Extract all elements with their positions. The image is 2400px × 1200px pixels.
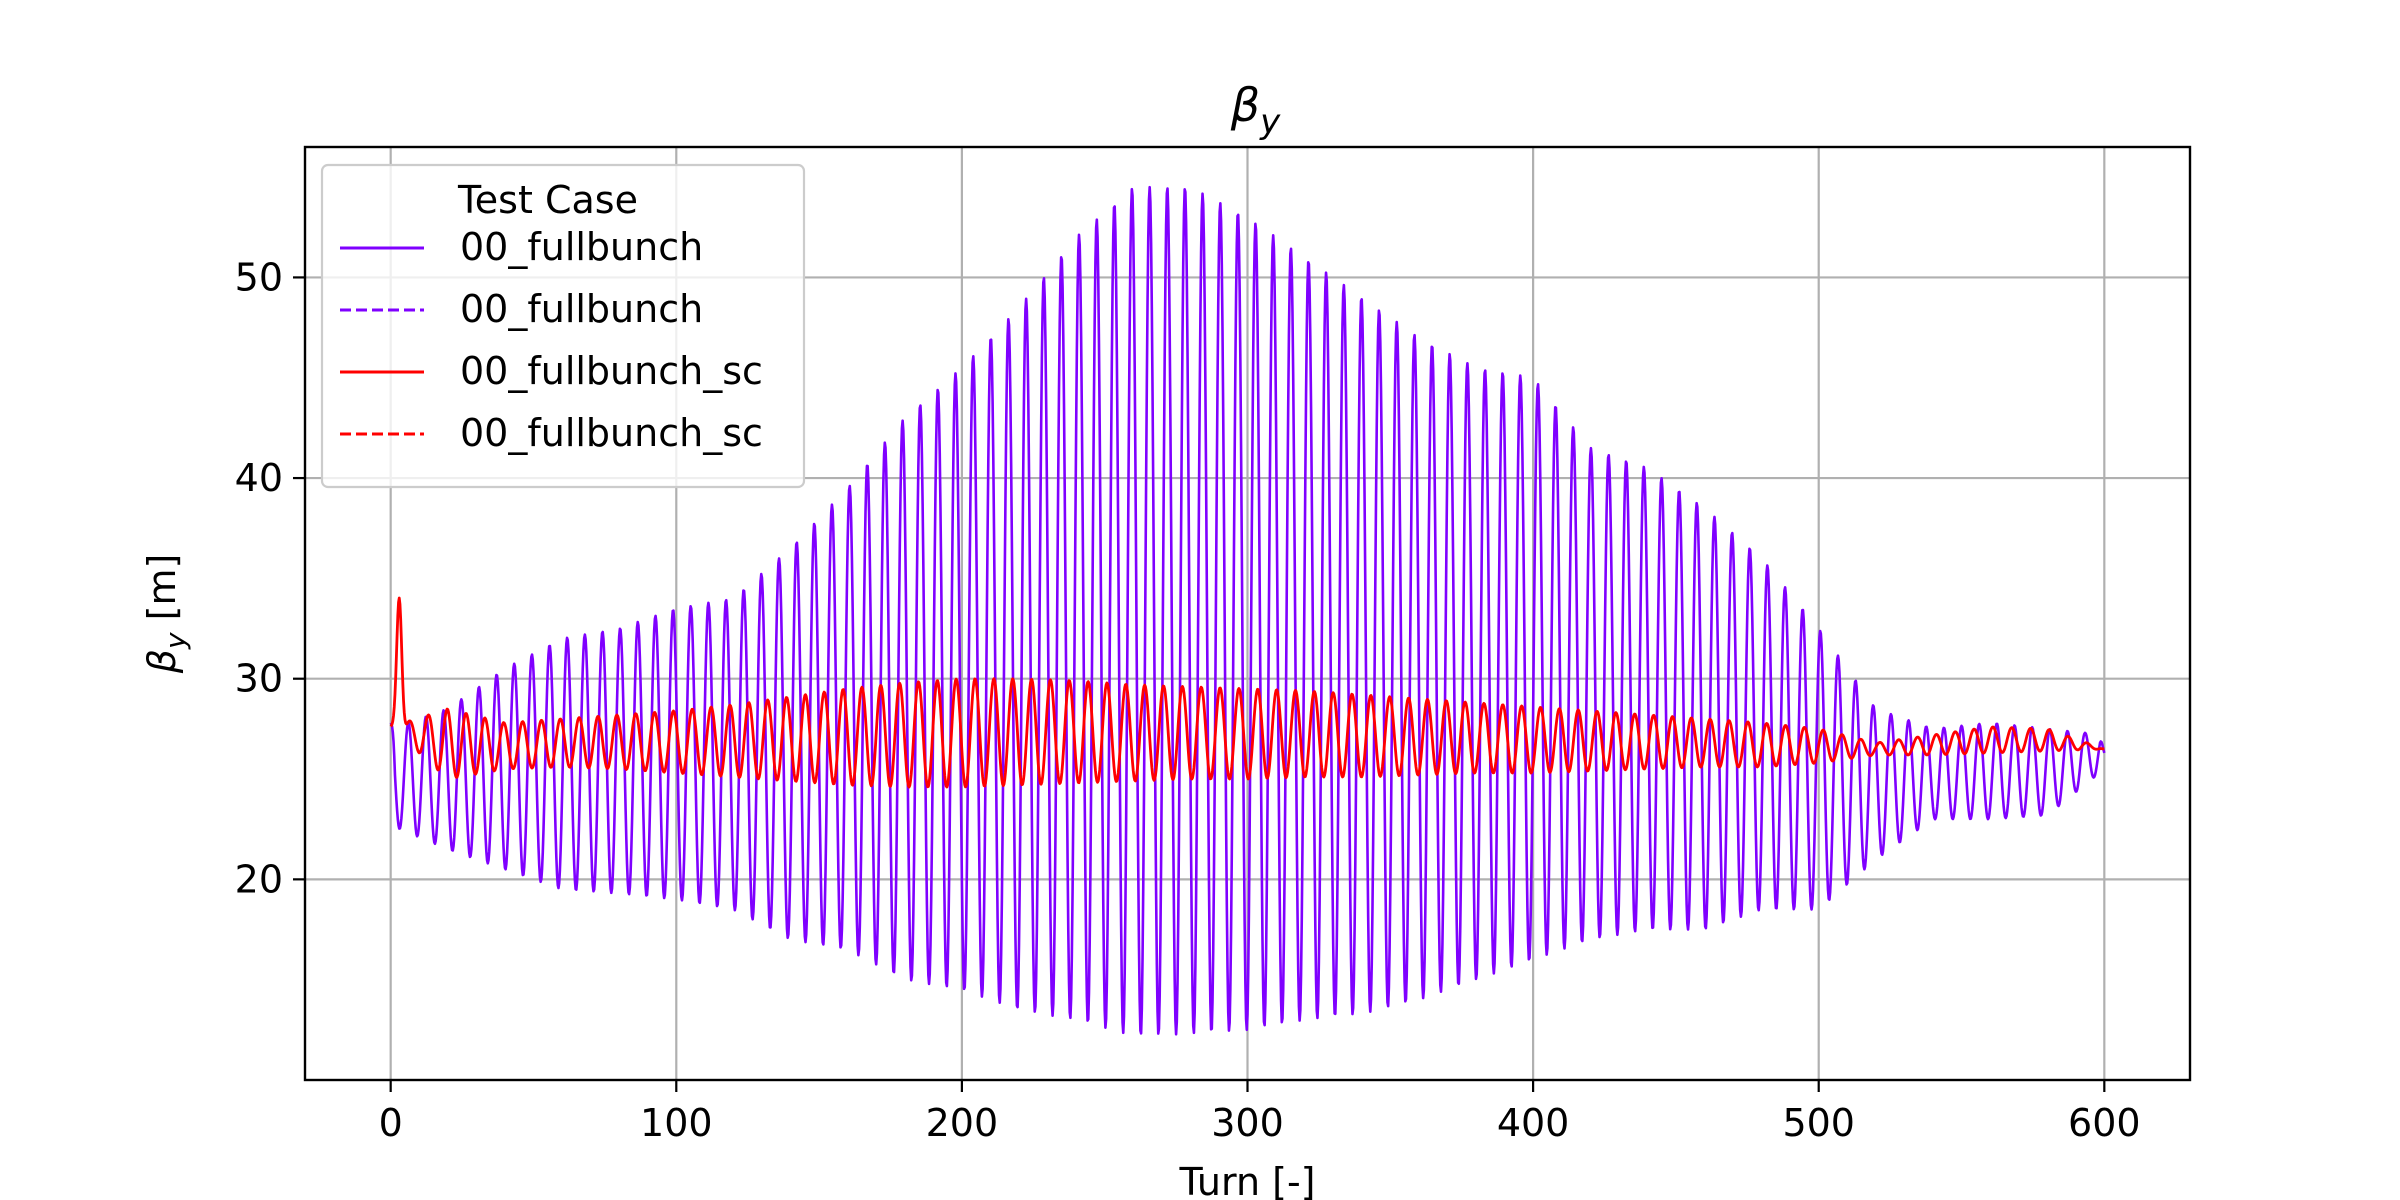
legend-title: Test Case [457,178,638,222]
y-tick-label: 20 [235,857,283,901]
x-tick-label: 500 [1782,1101,1855,1145]
x-tick-label: 100 [640,1101,713,1145]
ylabel-subscript: y [159,632,192,650]
x-tick-label: 200 [926,1101,999,1145]
x-tick-label: 300 [1211,1101,1284,1145]
x-tick-label: 400 [1497,1101,1570,1145]
ylabel-unit: [m] [140,554,184,633]
legend-box [320,163,806,489]
y-tick-label: 50 [235,255,283,299]
x-tick-label: 0 [379,1101,403,1145]
title-base: β [1230,78,1260,132]
series-line-fullbunch [389,185,2106,1036]
legend-entry-label: 00_fullbunch [460,225,703,269]
plot-layer [389,185,2106,1036]
x-tick-label: 600 [2068,1101,2141,1145]
y-axis-label: βy [m] [140,554,192,675]
y-tick-label: 40 [235,456,283,500]
title-subscript: y [1259,102,1281,142]
legend-entry-label: 00_fullbunch_sc [460,411,763,455]
series-line-fullbunch-sc [389,596,2105,789]
y-tick-label: 30 [235,657,283,701]
chart-title: βy [1230,78,1281,142]
legend-entry-label: 00_fullbunch [460,287,703,331]
ticks-layer: 0 100 200 300 400 500 600 20 30 40 50 [235,255,2141,1145]
ylabel-base: β [140,649,184,674]
legend: Test Case 00_fullbunch 00_fullbunch 00_ful… [320,163,806,489]
x-axis-label: Turn [-] [1178,1160,1315,1200]
legend-entry-label: 00_fullbunch_sc [460,349,763,393]
